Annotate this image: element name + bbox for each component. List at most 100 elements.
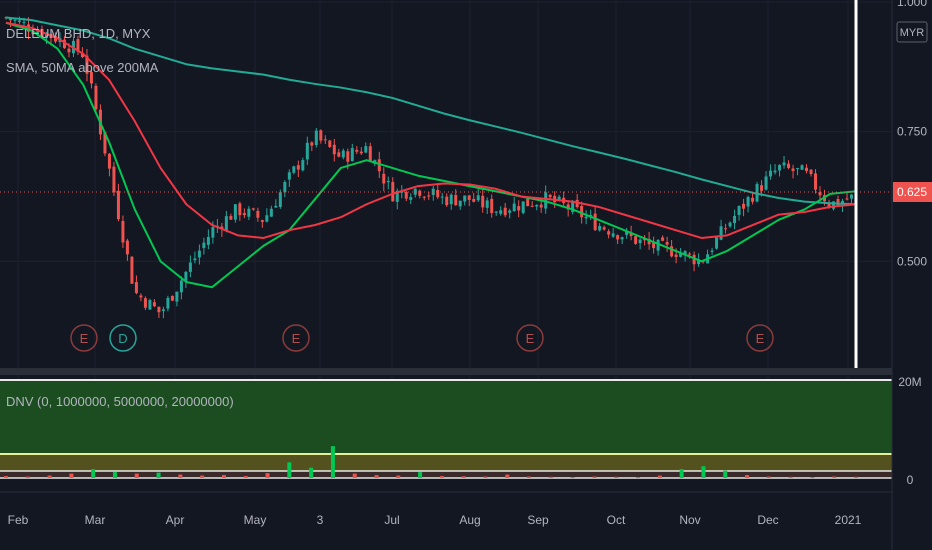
candle-body [827, 202, 831, 207]
candle-body [584, 216, 588, 219]
dnv-bar [614, 476, 619, 478]
dnv-bar [592, 476, 597, 478]
dividend-marker[interactable]: D [109, 324, 137, 352]
dnv-bar [47, 475, 52, 478]
candle-body [719, 226, 723, 240]
candle-body [692, 254, 696, 265]
candle-body [580, 205, 584, 218]
dnv-bar [788, 476, 793, 478]
candle-body [224, 216, 228, 232]
candle-body [355, 149, 359, 152]
candle-body [413, 188, 417, 195]
candle-body [449, 194, 453, 205]
candle-body [472, 198, 476, 202]
dnv-bar [723, 470, 728, 478]
candle-body [103, 131, 107, 154]
candle-body [818, 192, 822, 196]
candle-body [238, 203, 242, 216]
candle-body [188, 262, 192, 272]
candle-body [125, 240, 129, 255]
candle-body [499, 210, 503, 214]
candle-body [157, 306, 161, 313]
candle-body [80, 52, 84, 58]
candle-body [13, 19, 17, 21]
candle-body [283, 181, 287, 193]
candle-body [571, 202, 575, 212]
candle-body [67, 48, 71, 53]
dnv-bar [156, 472, 161, 478]
marker-label: D [118, 331, 127, 346]
currency-box[interactable] [896, 21, 928, 43]
price-axis-background [892, 0, 932, 550]
candle-body [769, 170, 773, 177]
dnv-tick-label: 20M [898, 375, 921, 389]
dnv-legend[interactable]: DNV (0, 1000000, 5000000, 20000000) [6, 394, 234, 409]
candle-body [364, 146, 368, 153]
earnings-marker[interactable]: E [282, 324, 310, 352]
candle-body [139, 295, 143, 298]
candle-body [463, 195, 467, 202]
time-tick-label: Oct [607, 513, 626, 527]
candle-body [517, 206, 521, 211]
time-tick-label: 3 [317, 513, 324, 527]
candle-body [737, 206, 741, 215]
candle-body [589, 215, 593, 217]
candle-body [791, 168, 795, 171]
time-tick-label: Aug [459, 513, 480, 527]
dnv-bar [69, 473, 74, 478]
dnv-bar [832, 476, 837, 478]
candle-body [508, 210, 512, 213]
candle-body [616, 235, 620, 240]
candle-body [778, 164, 782, 171]
earnings-marker[interactable]: E [70, 324, 98, 352]
candle-body [314, 130, 318, 146]
candle-body [170, 295, 174, 301]
candle-body [242, 213, 246, 216]
candle-body [724, 228, 728, 230]
dnv-bar [679, 469, 684, 478]
candle-body [179, 280, 183, 293]
dnv-bar [287, 462, 292, 478]
candle-body [422, 196, 426, 198]
candle-body [530, 205, 534, 207]
study-legend[interactable]: SMA, 50MA above 200MA [6, 60, 159, 75]
earnings-marker[interactable]: E [746, 324, 774, 352]
candle-body [121, 221, 125, 243]
dnv-bar [657, 475, 662, 478]
chart-title[interactable]: DELEUM BHD, 1D, MYX [6, 26, 151, 41]
candle-body [751, 197, 755, 202]
candle-body [481, 195, 485, 208]
candle-body [674, 254, 678, 257]
pane-divider[interactable] [0, 368, 932, 375]
candle-body [359, 151, 363, 154]
candle-body [760, 185, 764, 191]
candle-body [679, 253, 683, 257]
dnv-bar [330, 446, 335, 478]
candle-body [629, 232, 633, 237]
earnings-marker[interactable]: E [516, 324, 544, 352]
candle-body [436, 189, 440, 198]
candle-body [256, 210, 260, 218]
dnv-bar [636, 477, 641, 479]
candle-body [197, 250, 201, 258]
dnv-bar [570, 477, 575, 479]
dnv-bar [548, 476, 553, 478]
candle-body [805, 167, 809, 172]
candle-body [710, 250, 714, 252]
candle-body [175, 291, 179, 302]
marker-label: E [756, 331, 765, 346]
candle-body [845, 198, 849, 200]
candle-body [337, 152, 341, 157]
candle-body [746, 197, 750, 207]
candle-body [602, 227, 606, 230]
candle-body [107, 153, 111, 169]
dnv-bar [25, 476, 30, 478]
candle-body [809, 169, 813, 175]
candle-body [184, 271, 188, 281]
price-axis-ticks: 1.000 0.750 0.500 [897, 0, 927, 268]
candle-body [22, 22, 26, 24]
dnv-band-mid [0, 454, 892, 471]
candle-body [832, 201, 836, 209]
candle-body [733, 215, 737, 224]
